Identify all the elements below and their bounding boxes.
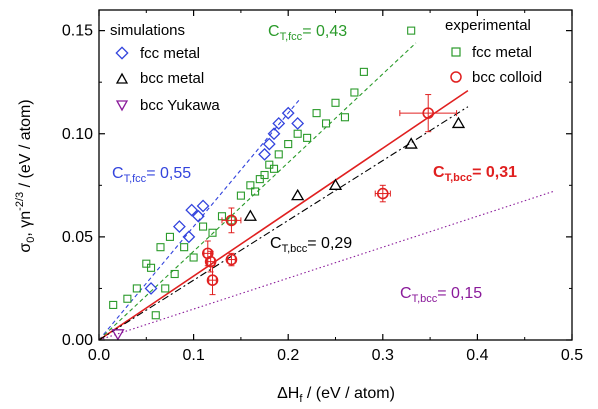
fit-lines [98,42,554,341]
bcc-metal-sim-point [451,116,466,129]
fcc-metal-sim-point [191,209,205,223]
fcc-metal-exp-point [142,259,151,268]
legend-marker-yukawa [115,100,129,112]
fcc-metal-exp-point [146,263,156,272]
fcc-metal-exp-point [170,269,179,279]
x-axis-title: ΔHf / (eV / atom) [277,385,395,405]
legend-bcc-metal-sim: bcc metal [140,70,204,87]
fcc-metal-exp-point [208,228,217,237]
fcc-metal-exp-point [293,129,302,138]
fcc-metal-exp-point [312,109,321,118]
bcc-metal-sim-point [328,178,343,190]
fcc-metal-exp-point [359,67,368,76]
fcc-metal-sim-point [182,230,196,244]
fcc-metal-exp-point [350,88,359,97]
bcc-metal-sim-point [291,188,305,201]
fit-line-yukawa [98,190,554,341]
fcc-metal-sim-point [258,147,271,161]
bcc-yukawa-point [111,329,125,341]
fcc-metal-exp-point [331,98,340,107]
annot-yukawa: CT,bcc= 0,15 [400,285,482,305]
fcc-metal-exp-point [321,119,331,128]
tick-labels: 0.0 0.1 0.2 0.3 0.4 0.5 0.00 0.05 0.10 0.15 [62,23,583,364]
fit-line-bcc-colloid [98,89,469,341]
fcc-metal-exp-point [269,164,279,173]
fcc-metal-sim-point [281,106,295,120]
fcc-metal-exp-point [236,191,245,200]
fcc-metal-exp-point [189,253,198,262]
legend-fcc-metal-exp: fcc metal [472,44,532,61]
bcc-colloid-point [376,187,389,200]
legend-sim-title: simulations [110,22,185,39]
y-tick-label: 0.15 [62,23,93,40]
bcc-colloid-point [204,255,217,268]
legend-exp-title: experimental [445,17,531,34]
axes [98,9,573,341]
legend-marker-fcc-exp [451,47,461,57]
x-tick-label: 0.1 [182,347,204,364]
fcc-metal-exp-point [260,170,269,180]
fcc-metal-exp-point [161,284,170,293]
fcc-metal-exp-point [246,181,255,190]
fcc-metal-exp-point [165,232,174,241]
fcc-metal-exp-point [180,243,189,252]
fcc-metal-sim-point [196,199,210,213]
fcc-metal-sim-point [272,117,286,130]
annot-fcc-sim: CT,fcc= 0,55 [112,165,191,185]
annot-bcc-colloid: CT,bcc= 0,31 [433,164,517,184]
fcc-metal-exp-point [132,284,141,293]
legend-simulations: simulations fcc metal bcc metal bcc Yuka… [110,22,220,114]
y-tick-label: 0.10 [62,126,93,143]
fcc-metal-exp-point [151,311,160,320]
fcc-metal-sim-point [185,203,199,217]
fcc-metal-exp-point [199,222,208,231]
fcc-metal-sim-point [172,220,186,233]
x-tick-label: 0.3 [372,347,394,364]
legend-fcc-metal-sim: fcc metal [140,45,200,62]
legend-marker-bcc-sim [115,72,129,84]
fcc-metal-sim-point [144,282,158,295]
fcc-metal-exp-point [407,26,416,35]
fcc-metal-exp-point [274,150,283,159]
y-axis-title: σ0, γn-2/3 / (eV / atom) [14,99,37,252]
annot-fcc-exp: CT,fcc= 0,43 [268,23,347,43]
annot-bcc-sim: CT,bcc= 0,29 [270,235,352,255]
fcc-metal-exp-point [265,160,274,169]
legend-marker-fcc-sim [115,46,129,60]
fcc-metal-exp-point [156,243,165,252]
fcc-metal-exp-point [340,113,350,122]
bcc-colloid-point [422,107,435,119]
fit-line-fcc-sim [98,98,301,341]
fcc-metal-exp-point [109,300,118,309]
x-tick-label: 0.5 [561,347,583,364]
bcc-colloid-point [225,253,238,266]
fcc-metal-exp-point [123,294,132,303]
bcc-colloid-point [225,214,238,227]
legend-bcc-colloid: bcc colloid [472,69,542,86]
x-tick-label: 0.4 [466,347,488,364]
fcc-metal-sim-point [267,127,281,141]
x-tick-label: 0.0 [88,347,110,364]
legend-experimental: experimental fcc metal bcc colloid [445,17,542,86]
bcc-metal-sim-point [243,209,257,221]
x-tick-label: 0.2 [277,347,299,364]
fit-line-fcc-exp [98,42,417,341]
fcc-metal-exp-point [255,175,264,184]
legend-marker-colloid [450,71,462,83]
fcc-metal-exp-point [303,133,312,142]
y-tick-label: 0.00 [62,332,93,349]
y-tick-label: 0.05 [62,229,93,246]
fcc-metal-sim-point [291,117,305,130]
bcc-colloid-point [206,274,219,286]
fcc-metal-exp-point [284,140,293,149]
fcc-metal-sim-point [262,137,276,151]
data-points [109,26,466,341]
legend-bcc-yukawa: bcc Yukawa [140,97,220,114]
bcc-metal-sim-point [404,137,418,149]
fcc-metal-exp-point [251,187,260,196]
